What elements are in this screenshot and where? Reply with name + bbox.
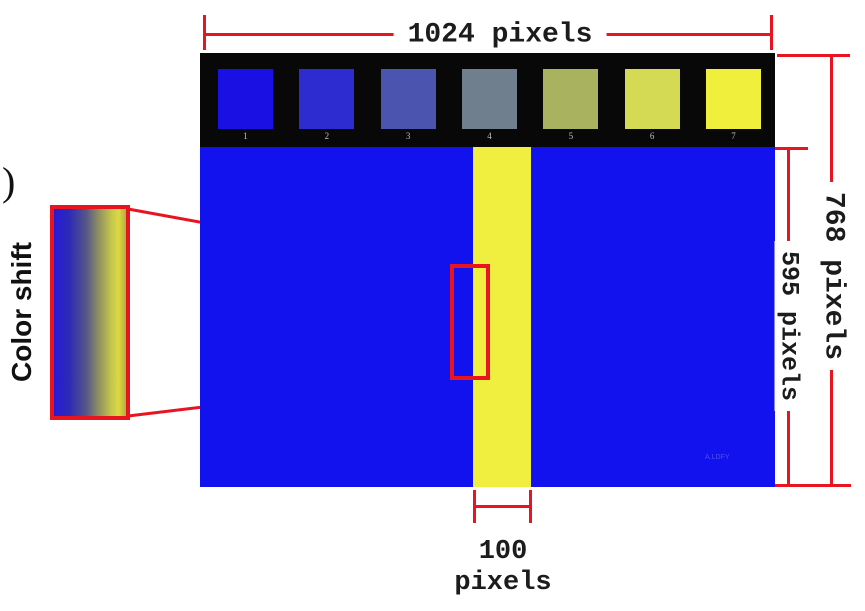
dim-1024-label: 1024 pixels [393,19,607,51]
color-shift-label: Color shift [6,242,37,382]
swatch-color-chip [299,69,355,129]
dim-768-cap-bottom [775,484,851,487]
swatch-color-chip [624,69,680,129]
dim-768-label: 768 pixels [817,181,849,371]
color-swatch: 3 [380,69,436,147]
color-swatch: 7 [705,69,761,147]
swatch-number: 2 [324,131,330,141]
dim-100-tick-left [473,490,476,523]
dim-768-cap-top [777,54,850,57]
dim-595-label: 595 pixels [774,240,804,412]
color-swatch: 1 [218,69,273,147]
swatch-color-chip [380,69,436,129]
swatch-number: 5 [568,131,574,141]
swatch-number: 3 [405,131,411,141]
zoom-source-rect [450,264,490,380]
swatch-color-chip [461,69,517,129]
dim-100-unit: pixels [454,568,552,599]
color-swatch: 4 [461,69,517,147]
dim-1024-tick-right [770,15,773,50]
swatch-number: 1 [243,131,248,141]
color-swatch: 5 [543,69,599,147]
color-swatch-strip: 1 2 3 4 5 6 7 [200,53,775,147]
swatch-color-chip [705,69,761,129]
dim-595-cap-top [775,147,808,150]
color-shift-gradient-box [50,205,130,420]
swatch-number: 6 [649,131,655,141]
dim-100-tick-right [529,490,532,523]
dim-100-label: 100 pixels [454,537,551,599]
swatch-number: 4 [487,131,492,141]
dim-100-bar [474,505,532,508]
color-swatch: 6 [624,69,680,147]
swatch-number: 7 [731,131,736,141]
swatch-color-chip [543,69,599,129]
color-swatch: 2 [299,69,355,147]
figure-label-partial: ) [2,159,16,204]
dim-1024-tick-left [203,15,206,50]
yellow-stripe [473,147,531,487]
watermark-text: A.LDFY [705,454,730,461]
swatch-color-chip [218,69,273,129]
dim-100-value: 100 [478,537,528,567]
